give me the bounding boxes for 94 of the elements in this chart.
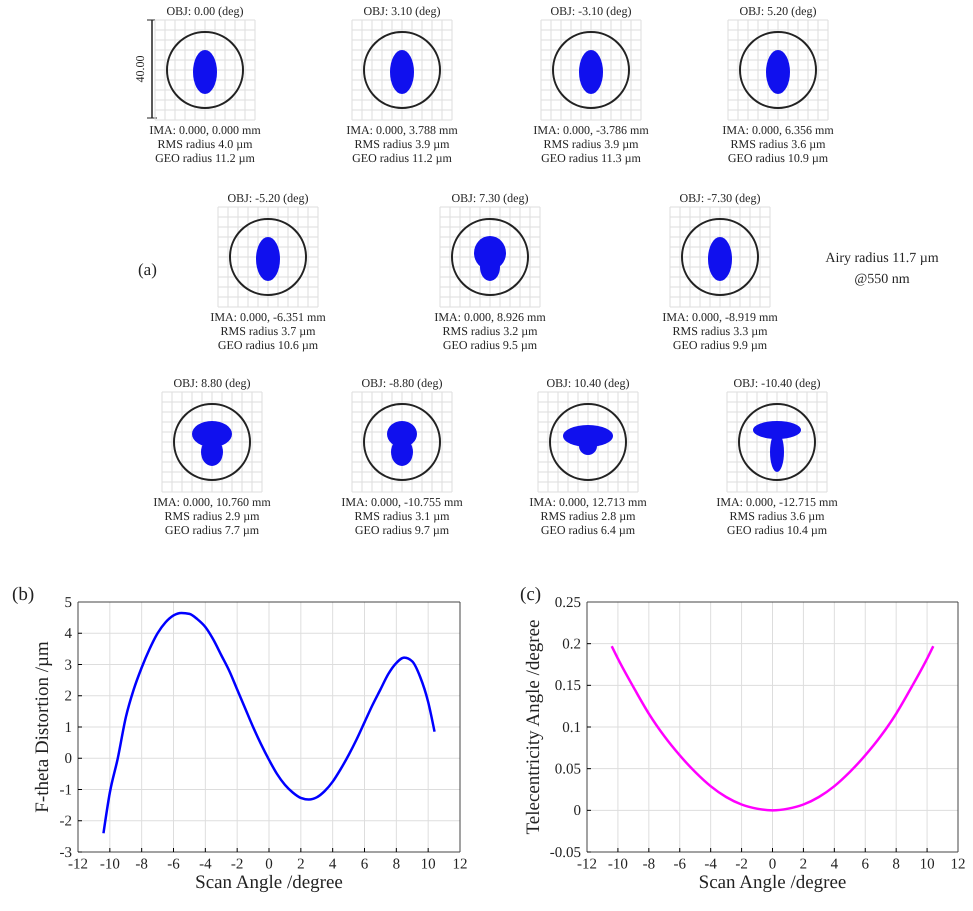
x-tick-label: 6 bbox=[360, 856, 369, 873]
text: RMS radius 3.7 µm bbox=[220, 324, 316, 338]
x-tick-label: 2 bbox=[297, 856, 305, 873]
text: RMS radius 3.1 µm bbox=[354, 509, 450, 523]
x-tick-label: 10 bbox=[920, 856, 935, 873]
x-tick-label: -10 bbox=[100, 856, 120, 873]
text: (c) bbox=[520, 584, 542, 605]
text: GEO radius 10.4 µm bbox=[726, 523, 828, 537]
x-tick-label: 8 bbox=[892, 856, 900, 873]
y-tick-label: 0.05 bbox=[554, 761, 581, 778]
x-tick-label: 8 bbox=[392, 856, 400, 873]
x-tick-label: -6 bbox=[167, 856, 180, 873]
x-axis-title: Scan Angle /degree bbox=[195, 872, 343, 893]
text: GEO radius 9.7 µm bbox=[354, 523, 450, 537]
x-tick-label: -10 bbox=[608, 856, 628, 873]
text: IMA: 0.000, 0.000 mm bbox=[149, 123, 262, 137]
y-tick-label: 3 bbox=[64, 657, 72, 674]
x-tick-label: -2 bbox=[735, 856, 748, 873]
text: OBJ: 7.30 (deg) bbox=[452, 191, 528, 205]
text: OBJ: 0.00 (deg) bbox=[166, 4, 244, 18]
x-tick-label: 0 bbox=[768, 856, 776, 873]
x-tick-label: 4 bbox=[328, 856, 337, 873]
y-tick-label: 0.15 bbox=[554, 678, 581, 694]
text: OBJ: 5.20 (deg) bbox=[740, 4, 816, 18]
y-axis-title: Telecentricity Angle /degree bbox=[523, 620, 544, 834]
text: GEO radius 11.2 µm bbox=[155, 151, 256, 165]
x-tick-label: 10 bbox=[420, 856, 436, 873]
line-series bbox=[102, 612, 436, 834]
text: IMA: 0.000, -10.755 mm bbox=[341, 495, 464, 509]
x-tick-label: 6 bbox=[862, 856, 870, 873]
text: 40.00 bbox=[133, 56, 147, 82]
x-tick-label: 12 bbox=[950, 856, 966, 873]
text: GEO radius 11.2 µm bbox=[352, 151, 453, 165]
text: RMS radius 2.8 µm bbox=[540, 509, 636, 523]
x-tick-label: -2 bbox=[230, 856, 244, 873]
y-tick-label: -1 bbox=[60, 782, 72, 798]
text: RMS radius 3.2 µm bbox=[442, 324, 538, 338]
y-tick-label: 0.1 bbox=[562, 720, 581, 736]
x-tick-label: -4 bbox=[199, 856, 212, 873]
x-tick-label: 4 bbox=[830, 856, 839, 873]
text: IMA: 0.000, 12.713 mm bbox=[529, 495, 648, 509]
y-tick-label: 5 bbox=[64, 594, 72, 611]
text: GEO radius 10.6 µm bbox=[218, 338, 319, 352]
text: (b) bbox=[12, 584, 34, 605]
text: OBJ: 8.80 (deg) bbox=[174, 376, 250, 390]
text: OBJ: 3.10 (deg) bbox=[364, 4, 440, 18]
text: RMS radius 3.6 µm bbox=[730, 137, 826, 151]
text: GEO radius 9.9 µm bbox=[672, 338, 768, 352]
text: @550 nm bbox=[854, 272, 910, 287]
text: GEO radius 11.3 µm bbox=[541, 151, 642, 165]
y-tick-label: 0.2 bbox=[562, 636, 581, 652]
y-tick-label: 0 bbox=[64, 751, 72, 768]
y-tick-label: -2 bbox=[60, 814, 72, 830]
text: OBJ: -10.40 (deg) bbox=[734, 376, 820, 390]
text: GEO radius 9.5 µm bbox=[442, 338, 538, 352]
line-series bbox=[610, 644, 935, 812]
text: IMA: 0.000, 10.760 mm bbox=[153, 495, 272, 509]
text: RMS radius 3.6 µm bbox=[730, 509, 826, 523]
text: GEO radius 10.9 µm bbox=[728, 151, 829, 165]
x-tick-label: 12 bbox=[452, 856, 468, 873]
text: RMS radius 4.0 µm bbox=[158, 137, 254, 151]
x-tick-label: -8 bbox=[135, 856, 148, 873]
text: RMS radius 3.9 µm bbox=[544, 137, 640, 151]
text: GEO radius 7.7 µm bbox=[164, 523, 260, 537]
text: IMA: 0.000, 8.926 mm bbox=[434, 310, 546, 324]
text: GEO radius 6.4 µm bbox=[540, 523, 636, 537]
text: OBJ: -8.80 (deg) bbox=[362, 376, 442, 390]
x-tick-label: -6 bbox=[674, 856, 686, 873]
y-axis-title: F-theta Distortion /µm bbox=[32, 641, 53, 813]
text: OBJ: 10.40 (deg) bbox=[546, 376, 630, 390]
x-tick-label: 0 bbox=[265, 856, 273, 873]
text: IMA: 0.000, -8.919 mm bbox=[662, 310, 778, 324]
text: RMS radius 3.3 µm bbox=[672, 324, 768, 338]
y-tick-label: 4 bbox=[64, 626, 72, 642]
text: IMA: 0.000, 6.356 mm bbox=[722, 123, 834, 137]
x-tick-label: -4 bbox=[704, 856, 718, 873]
text: OBJ: -3.10 (deg) bbox=[550, 4, 632, 18]
text: RMS radius 3.9 µm bbox=[354, 137, 450, 151]
text: Airy radius 11.7 µm bbox=[825, 251, 939, 266]
text: IMA: 0.000, -12.715 mm bbox=[716, 495, 838, 509]
text: OBJ: -7.30 (deg) bbox=[680, 191, 760, 205]
y-tick-label: 1 bbox=[64, 720, 72, 736]
text: (a) bbox=[138, 260, 157, 279]
x-tick-label: -8 bbox=[642, 856, 656, 873]
y-tick-label: 2 bbox=[64, 688, 72, 705]
text: OBJ: -5.20 (deg) bbox=[228, 191, 308, 205]
text: IMA: 0.000, -3.786 mm bbox=[533, 123, 650, 137]
x-tick-label: 2 bbox=[800, 856, 808, 873]
text: IMA: 0.000, -6.351 mm bbox=[210, 310, 326, 324]
y-tick-label: 0 bbox=[574, 803, 581, 820]
y-tick-label: 0.25 bbox=[554, 594, 581, 611]
x-axis-title: Scan Angle /degree bbox=[698, 872, 846, 893]
text: RMS radius 2.9 µm bbox=[164, 509, 260, 523]
text: IMA: 0.000, 3.788 mm bbox=[346, 123, 458, 137]
